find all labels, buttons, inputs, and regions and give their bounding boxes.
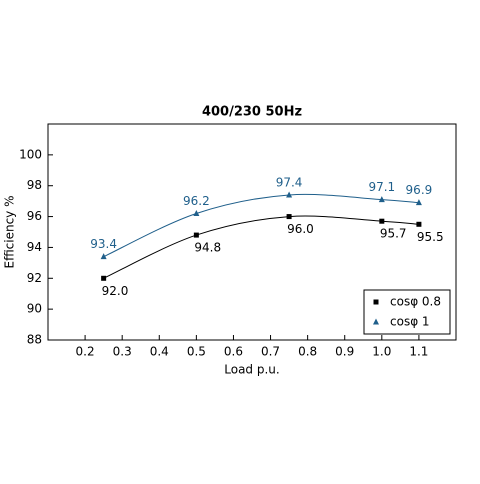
legend-label: cosφ 1 bbox=[390, 315, 430, 329]
chart-title: 400/230 50Hz bbox=[202, 105, 302, 120]
series-line bbox=[103, 215, 419, 279]
x-tick-label: 0.2 bbox=[76, 345, 95, 359]
marker bbox=[193, 232, 199, 238]
x-tick-label: 0.7 bbox=[261, 345, 280, 359]
y-tick-label: 88 bbox=[27, 333, 42, 347]
marker bbox=[379, 218, 385, 224]
y-tick-label: 94 bbox=[27, 240, 42, 254]
legend-marker bbox=[373, 318, 379, 325]
x-tick-label: 0.9 bbox=[335, 345, 354, 359]
x-tick-label: 0.8 bbox=[298, 345, 317, 359]
y-tick-label: 90 bbox=[27, 302, 42, 316]
x-tick-label: 0.5 bbox=[187, 345, 206, 359]
data-label: 95.5 bbox=[417, 230, 444, 244]
marker bbox=[415, 199, 422, 206]
data-label: 94.8 bbox=[194, 241, 221, 255]
data-label: 96.9 bbox=[406, 183, 433, 197]
y-tick-label: 98 bbox=[27, 178, 42, 192]
data-label: 93.4 bbox=[90, 237, 117, 251]
data-label: 95.7 bbox=[380, 227, 407, 241]
y-axis-label: Efficiency % bbox=[3, 195, 17, 268]
data-label: 97.1 bbox=[368, 180, 395, 194]
plot-frame bbox=[47, 123, 457, 341]
data-label: 96.2 bbox=[183, 194, 210, 208]
data-label: 97.4 bbox=[276, 175, 303, 189]
marker bbox=[100, 253, 107, 260]
marker bbox=[416, 221, 422, 227]
x-tick-label: 0.3 bbox=[113, 345, 132, 359]
marker bbox=[378, 196, 385, 203]
x-axis-label: Load p.u. bbox=[224, 363, 279, 377]
marker bbox=[193, 209, 200, 216]
y-tick-label: 96 bbox=[27, 209, 42, 223]
legend-label: cosφ 0.8 bbox=[390, 295, 441, 309]
legend-marker bbox=[373, 299, 379, 305]
x-tick-label: 0.6 bbox=[224, 345, 243, 359]
marker bbox=[101, 275, 107, 281]
x-tick-label: 1.1 bbox=[409, 345, 428, 359]
x-tick-label: 0.4 bbox=[150, 345, 169, 359]
x-tick-label: 1.0 bbox=[372, 345, 391, 359]
marker bbox=[286, 191, 293, 198]
marker bbox=[286, 214, 292, 220]
series-line bbox=[103, 193, 419, 258]
y-tick-label: 100 bbox=[19, 147, 42, 161]
legend-box bbox=[363, 289, 451, 335]
data-label: 92.0 bbox=[102, 284, 129, 298]
y-tick-label: 92 bbox=[27, 271, 42, 285]
data-label: 96.0 bbox=[287, 222, 314, 236]
